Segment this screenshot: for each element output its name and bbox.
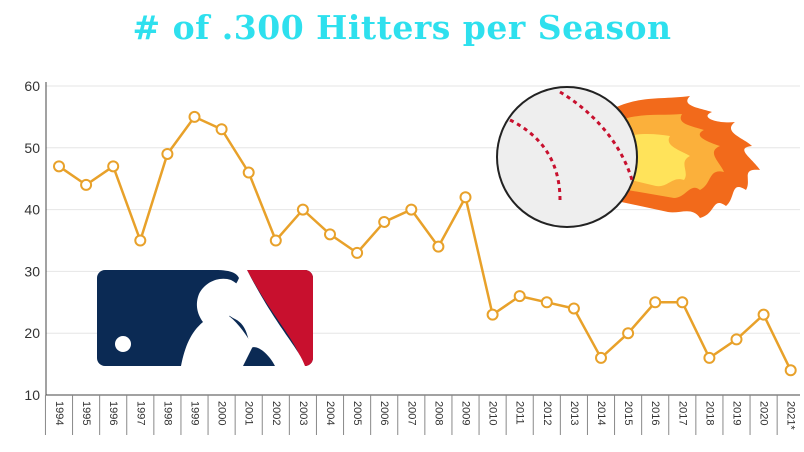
- y-tick-label: 20: [24, 325, 40, 341]
- x-tick-label: 2006: [378, 401, 390, 425]
- data-point: [351, 246, 364, 259]
- data-point: [324, 228, 336, 241]
- y-tick-label: 60: [24, 78, 40, 94]
- x-tick-label: 2009: [460, 401, 472, 425]
- data-point: [432, 240, 445, 253]
- x-tick-label: 2003: [297, 401, 309, 425]
- data-point: [378, 215, 391, 228]
- x-tick-label: 1996: [107, 401, 119, 425]
- data-point: [513, 290, 526, 303]
- data-point: [405, 203, 418, 216]
- data-point: [784, 364, 797, 377]
- data-point: [649, 296, 662, 309]
- x-tick-label: 2008: [432, 401, 444, 425]
- x-tick-label: 2021*: [785, 401, 797, 430]
- x-axis-ticks: [44, 395, 778, 435]
- data-point: [540, 296, 553, 309]
- x-tick-label: 2011: [514, 401, 526, 425]
- data-point: [215, 123, 228, 136]
- x-tick-label: 2020: [758, 401, 770, 425]
- x-tick-label: 2007: [405, 401, 417, 425]
- x-tick-label: 2002: [270, 401, 282, 425]
- y-tick-label: 10: [24, 387, 40, 403]
- x-tick-label: 1995: [80, 401, 92, 425]
- data-point: [161, 147, 174, 160]
- x-tick-label: 1998: [161, 401, 173, 425]
- data-point: [242, 166, 255, 179]
- x-tick-label: 2013: [568, 401, 580, 425]
- data-point: [703, 351, 716, 364]
- x-tick-label: 1999: [189, 401, 201, 425]
- x-tick-label: 2019: [731, 401, 743, 425]
- series-line: [58, 115, 792, 371]
- chart-title: # of .300 Hitters per Season: [132, 8, 672, 47]
- x-tick-label: 1994: [53, 401, 65, 425]
- x-tick-label: 2012: [541, 401, 553, 425]
- x-tick-label: 2001: [243, 401, 255, 425]
- y-axis-tick-labels: 10 20 30 40 50 60: [24, 78, 40, 403]
- y-tick-label: 30: [24, 263, 40, 279]
- data-point: [486, 308, 499, 321]
- x-tick-label: 2000: [216, 401, 228, 425]
- data-point: [757, 308, 770, 321]
- x-tick-label: 2004: [324, 401, 336, 425]
- x-tick-label: 2018: [703, 401, 715, 425]
- x-tick-label: 2010: [487, 401, 499, 425]
- x-tick-label: 1997: [134, 401, 146, 425]
- data-point: [730, 333, 743, 346]
- data-point: [622, 327, 635, 340]
- x-tick-label: 2016: [649, 401, 661, 425]
- data-point: [80, 178, 93, 191]
- y-tick-label: 40: [24, 202, 40, 218]
- flaming-baseball-icon: [496, 86, 760, 228]
- data-point: [188, 110, 201, 123]
- x-tick-label: 2017: [676, 401, 688, 425]
- x-tick-label: 2014: [595, 401, 607, 425]
- data-point: [676, 296, 689, 309]
- y-tick-label: 50: [24, 140, 40, 156]
- data-point: [595, 351, 607, 364]
- data-point: [107, 160, 120, 173]
- data-point: [567, 302, 580, 315]
- data-points: [53, 110, 797, 377]
- axes: [45, 82, 800, 396]
- data-point: [296, 203, 309, 216]
- data-point: [53, 160, 65, 173]
- x-tick-label: 2005: [351, 401, 363, 425]
- data-point: [269, 234, 282, 247]
- data-point: [134, 234, 147, 247]
- mlb-logo-icon: [97, 270, 313, 366]
- x-tick-label: 2015: [622, 401, 634, 425]
- data-point: [459, 191, 472, 204]
- x-axis-tick-labels: 1994 1995 1996 1997 1998 1999 2000 2001 2002 2003…: [53, 401, 797, 430]
